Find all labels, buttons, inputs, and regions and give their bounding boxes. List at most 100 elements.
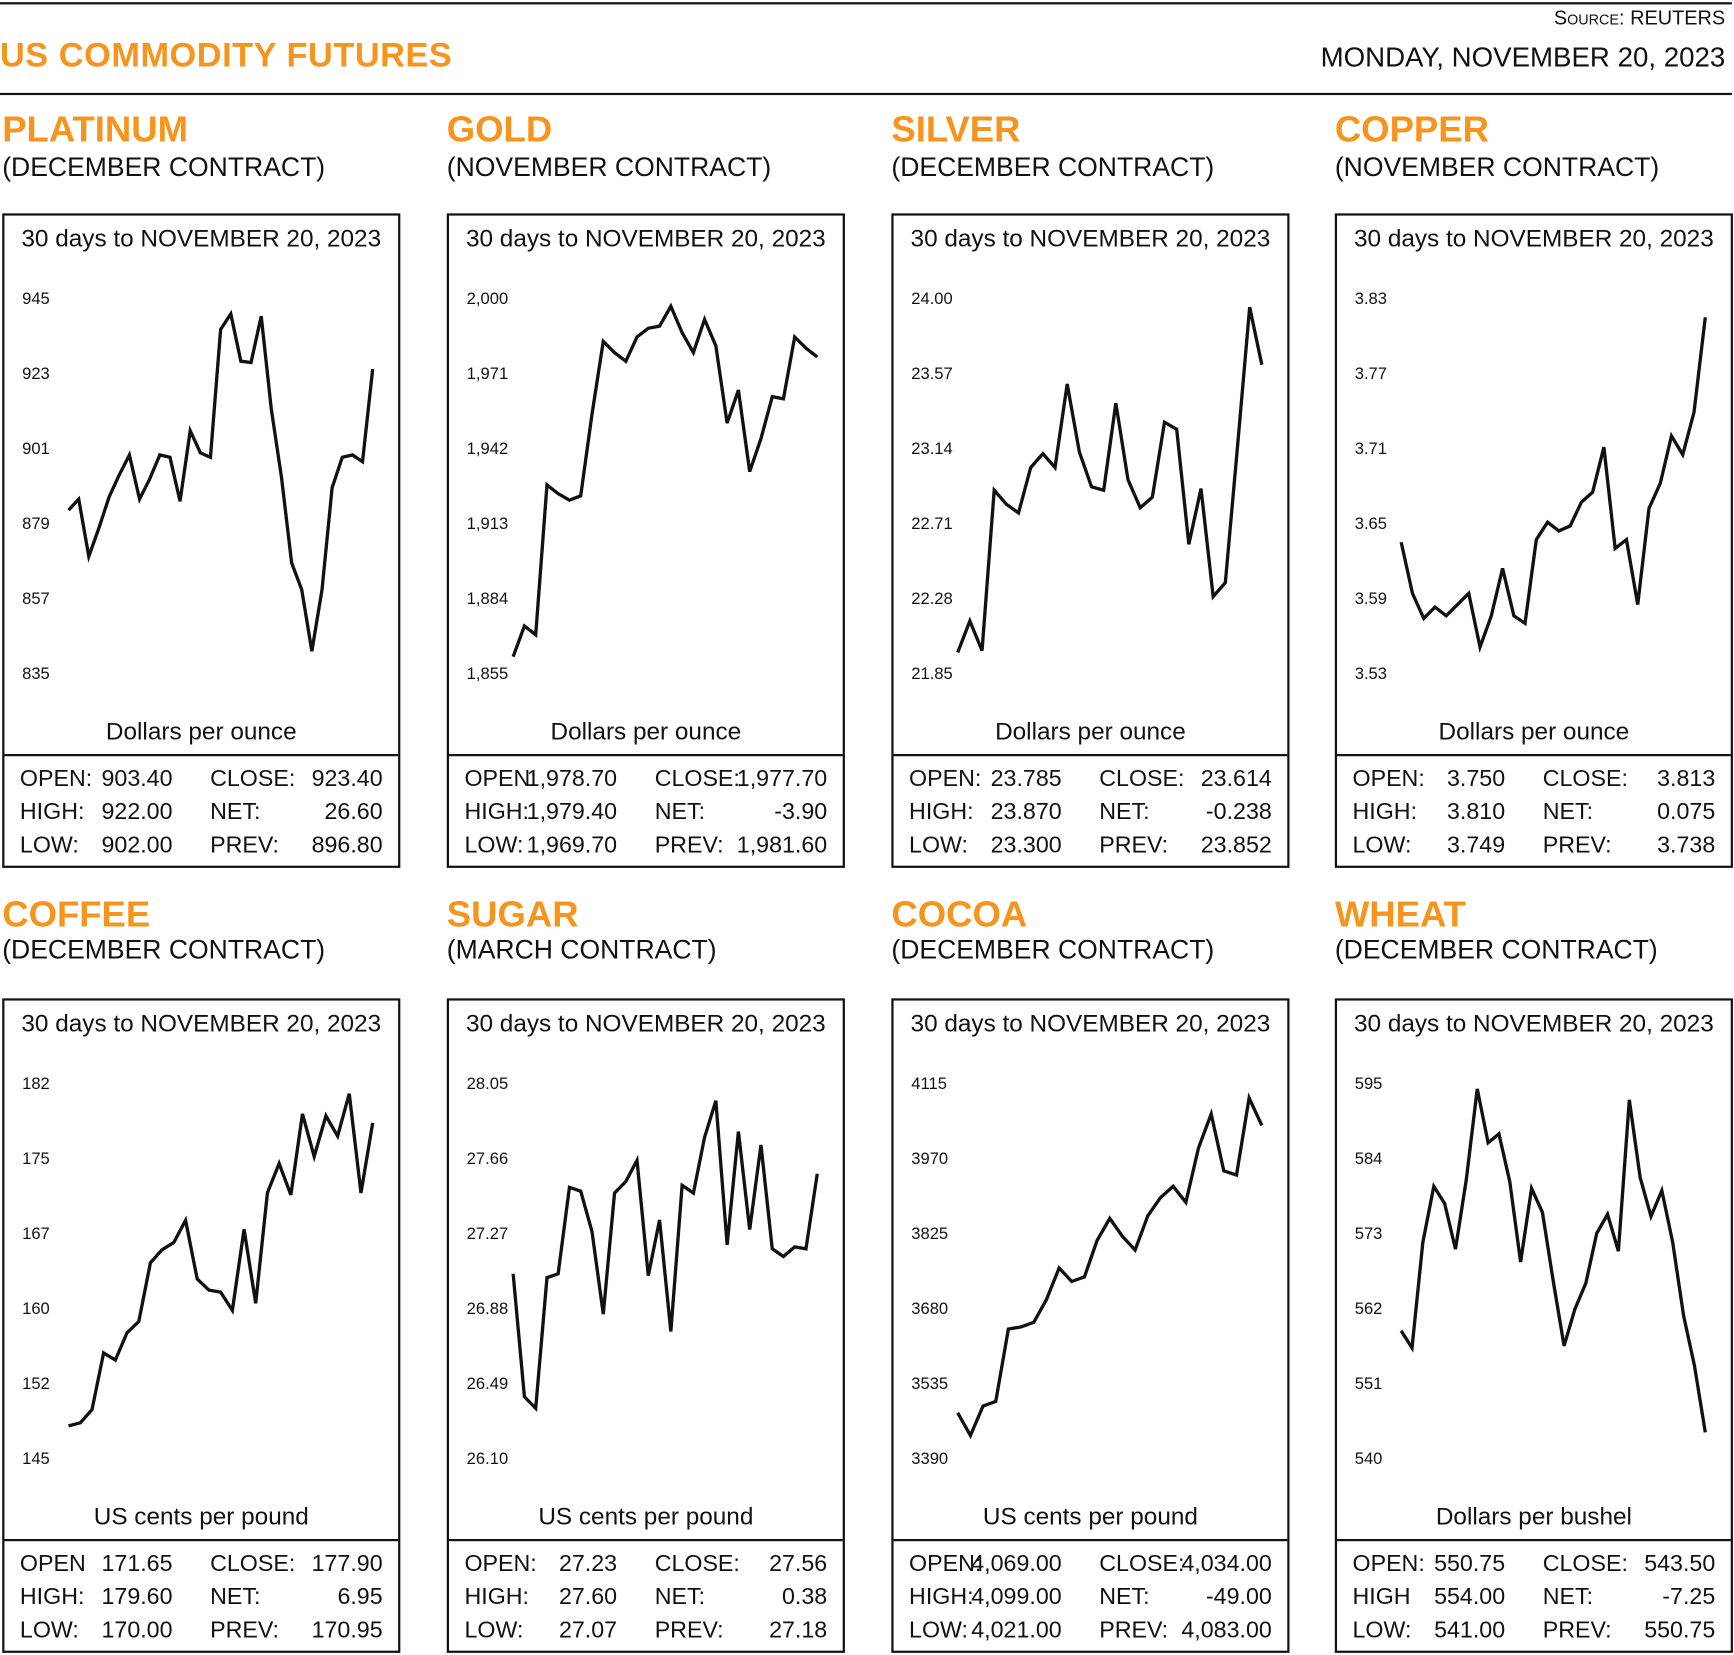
platinum-chart-panel: 30 days to NOVEMBER 20, 2023 945 923 901 879… [2, 213, 401, 868]
sugar-chart-panel: 30 days to NOVEMBER 20, 2023 28.05 27.66 27… [446, 998, 845, 1653]
open-value: 550.75 [1434, 1551, 1506, 1577]
prev-label: PREV: [654, 1617, 724, 1643]
close-label: CLOSE: [1099, 1551, 1185, 1577]
stats-row-low: LOW: 541.00 PREV: 550.75 [1337, 1617, 1731, 1646]
stats-divider [1337, 754, 1731, 757]
low-value: 170.00 [101, 1617, 173, 1643]
low-label: LOW: [464, 1617, 524, 1643]
y-tick-label: 167 [22, 1224, 50, 1243]
y-tick-label: 160 [22, 1299, 50, 1318]
stats-row-open: OPEN: 27.23 CLOSE: 27.56 [449, 1551, 843, 1580]
open-value: 27.23 [558, 1551, 618, 1577]
net-label: NET: [1099, 799, 1150, 825]
net-label: NET: [654, 799, 706, 825]
price-line [1399, 317, 1707, 654]
open-label: OPEN: [1352, 1551, 1425, 1577]
stats-divider [1337, 1538, 1731, 1542]
close-label: CLOSE: [210, 1551, 296, 1577]
high-label: HIGH: [19, 799, 85, 825]
copper-contract: (NOVEMBER CONTRACT) [1334, 152, 1660, 183]
cocoa-name: COCOA [891, 893, 1028, 935]
prev-value: 170.95 [311, 1617, 383, 1643]
y-tick-label: 182 [22, 1074, 50, 1093]
y-tick-label: 879 [22, 514, 50, 533]
stats-row-open: OPEN: 903.40 CLOSE: 923.40 [4, 766, 398, 795]
stats-row-open: OPEN: 3.750 CLOSE: 3.813 [1337, 766, 1731, 795]
high-label: HIGH: [464, 1584, 530, 1610]
stats-divider [4, 754, 399, 757]
high-label: HIGH: [19, 1584, 85, 1610]
prev-label: PREV: [1099, 1617, 1169, 1643]
price-line [68, 1093, 375, 1428]
prev-value: 1,981.60 [736, 832, 828, 858]
net-value: -0.238 [1205, 799, 1272, 825]
stats-row-high: HIGH: 4,099.00 NET: -49.00 [894, 1584, 1288, 1613]
close-value: 27.56 [769, 1551, 828, 1577]
prev-value: 3.738 [1657, 832, 1716, 858]
prev-value: 27.18 [769, 1617, 828, 1643]
y-tick-label: 584 [1355, 1149, 1383, 1168]
high-value: 179.60 [101, 1584, 173, 1610]
stats-row-high: HIGH: 922.00 NET: 26.60 [4, 799, 398, 828]
prev-label: PREV: [210, 1617, 279, 1643]
close-value: 177.90 [311, 1551, 383, 1577]
low-value: 23.300 [990, 832, 1062, 858]
low-value: 27.07 [558, 1617, 618, 1643]
unit-label: Dollars per bushel [1435, 1502, 1632, 1531]
coffee-contract: (DECEMBER CONTRACT) [2, 935, 326, 966]
y-tick-label: 573 [1355, 1224, 1383, 1243]
top-rule [0, 2, 1732, 5]
price-line [956, 1092, 1264, 1440]
y-tick-label: 923 [22, 364, 50, 383]
wheat-chart-panel: 30 days to NOVEMBER 20, 2023 595 584 573 562… [1334, 998, 1733, 1653]
price-line [511, 1100, 819, 1413]
stats-row-low: LOW: 1,969.70 PREV: 1,981.60 [449, 833, 843, 862]
net-value: -49.00 [1205, 1584, 1272, 1610]
open-value: 903.40 [101, 766, 173, 792]
high-label: HIGH: [909, 799, 974, 825]
open-label: OPEN: [1352, 766, 1425, 792]
chart-title: 30 days to NOVEMBER 20, 2023 [1354, 1009, 1714, 1038]
y-tick-label: 3535 [911, 1374, 948, 1393]
close-value: 3.813 [1657, 766, 1716, 792]
prev-value: 23.852 [1200, 832, 1272, 858]
prev-value: 896.80 [311, 832, 383, 858]
y-tick-label: 23.14 [911, 439, 953, 458]
y-tick-label: 27.66 [467, 1149, 509, 1168]
unit-label: US cents per pound [538, 1502, 754, 1531]
low-value: 4,021.00 [971, 1617, 1062, 1643]
net-label: NET: [1542, 799, 1594, 825]
source-note: Source: REUTERS [1553, 6, 1726, 29]
open-value: 4,069.00 [971, 1551, 1062, 1577]
y-tick-label: 3.53 [1355, 664, 1387, 683]
stats-divider [893, 754, 1288, 757]
wheat-contract: (DECEMBER CONTRACT) [1334, 935, 1658, 966]
net-value: 6.95 [337, 1584, 383, 1610]
y-tick-label: 26.10 [467, 1449, 509, 1468]
y-tick-label: 23.57 [911, 364, 953, 383]
open-value: 171.65 [101, 1551, 173, 1577]
net-value: 0.38 [782, 1584, 828, 1610]
y-tick-label: 26.88 [467, 1299, 509, 1318]
unit-label: Dollars per ounce [995, 717, 1186, 746]
page-date: MONDAY, NOVEMBER 20, 2023 [1320, 42, 1726, 73]
y-tick-label: 22.28 [911, 589, 953, 608]
y-tick-label: 152 [22, 1374, 50, 1393]
stats-row-low: LOW: 27.07 PREV: 27.18 [449, 1617, 843, 1646]
y-tick-label: 1,913 [467, 514, 509, 533]
high-value: 3.810 [1447, 799, 1506, 825]
stats-row-open: OPEN: 1,978.70 CLOSE: 1,977.70 [449, 766, 843, 795]
close-value: 923.40 [311, 766, 383, 792]
unit-label: Dollars per ounce [105, 717, 297, 746]
y-tick-label: 551 [1355, 1374, 1383, 1393]
y-tick-label: 28.05 [467, 1074, 509, 1093]
net-value: 0.075 [1657, 799, 1716, 825]
stats-row-high: HIGH 554.00 NET: -7.25 [1337, 1584, 1731, 1613]
stats-row-high: HIGH: 23.870 NET: -0.238 [894, 799, 1288, 828]
close-value: 23.614 [1200, 766, 1272, 792]
unit-label: US cents per pound [93, 1502, 309, 1531]
prev-label: PREV: [1542, 1617, 1612, 1643]
close-value: 4,034.00 [1181, 1551, 1272, 1577]
y-tick-label: 857 [22, 589, 50, 608]
y-tick-label: 1,942 [467, 439, 509, 458]
